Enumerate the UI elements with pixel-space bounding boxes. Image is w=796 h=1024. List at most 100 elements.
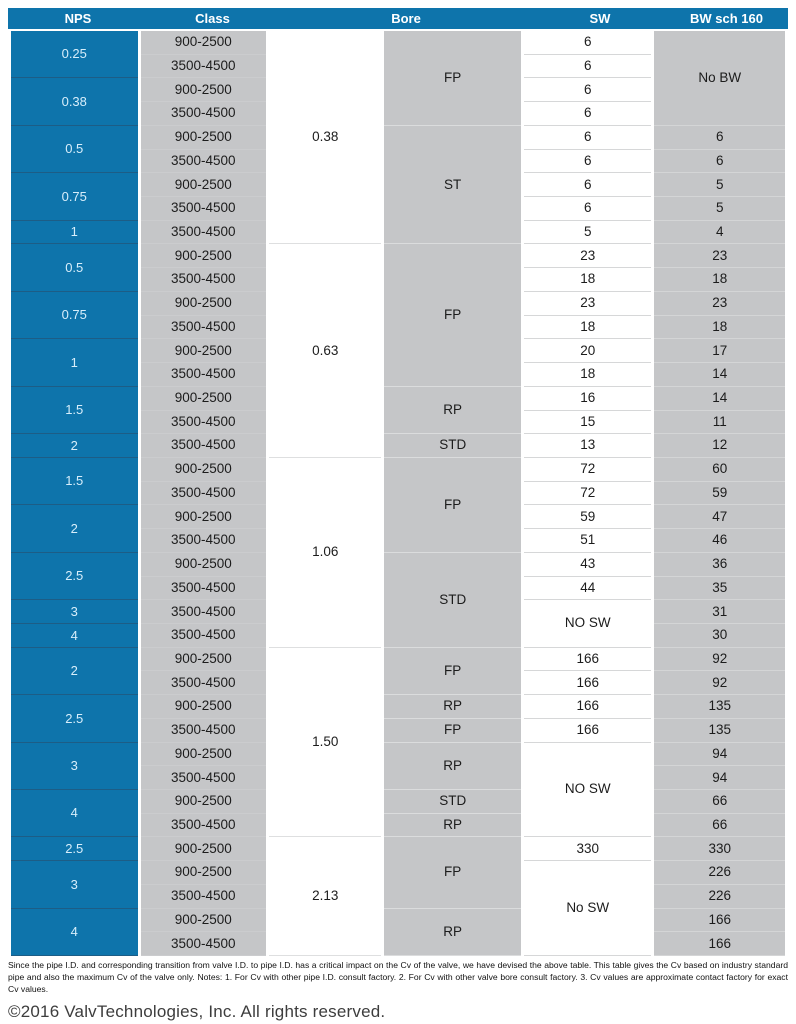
table-row: 3500-4500 18 18 bbox=[11, 315, 785, 340]
cell-bore-type: RP bbox=[384, 908, 521, 957]
cell-class: 3500-4500 bbox=[140, 529, 266, 553]
table-row: 3500-4500 226 bbox=[11, 884, 785, 909]
cell-class: 3500-4500 bbox=[140, 197, 266, 221]
cell-bw-sch-160: 66 bbox=[654, 790, 785, 814]
cell-class: 3500-4500 bbox=[140, 718, 266, 743]
table-header-row: NPS Class Bore SW BW sch 160 bbox=[8, 8, 788, 29]
table-row: 3 3500-4500 NO SW 31 bbox=[11, 600, 785, 648]
cell-sw: 18 bbox=[523, 363, 652, 387]
cell-sw: 166 bbox=[523, 671, 652, 696]
cell-bw-sch-160: 6 bbox=[654, 125, 785, 150]
table-row: 3500-4500 166 92 bbox=[11, 671, 785, 696]
cell-nps: 3 bbox=[11, 861, 138, 909]
cell-nps: 0.75 bbox=[11, 173, 138, 221]
cell-class: 900-2500 bbox=[140, 78, 266, 103]
cell-bore-type: FP bbox=[384, 31, 521, 126]
cell-class: 3500-4500 bbox=[140, 363, 266, 387]
cell-bw-sch-160: 59 bbox=[654, 481, 785, 506]
cell-sw: 5 bbox=[523, 220, 652, 245]
cell-bore-type: RP bbox=[384, 742, 521, 790]
table-row: 3500-4500 15 11 bbox=[11, 410, 785, 435]
cell-nps: 2 bbox=[11, 647, 138, 696]
table-row: 1.5 900-2500 1.06 FP 72 60 bbox=[11, 457, 785, 648]
cell-bw-sch-160: 30 bbox=[654, 623, 785, 648]
cell-bw-sch-160: 60 bbox=[654, 457, 785, 482]
cell-bore-type: FP bbox=[384, 718, 521, 743]
table-row: 4 3500-4500 30 bbox=[11, 623, 785, 648]
cell-bore-type: STD bbox=[384, 552, 521, 648]
cell-nps: 0.5 bbox=[11, 125, 138, 174]
table-row: 4 900-2500 STD 66 bbox=[11, 790, 785, 838]
cell-class: 3500-4500 bbox=[140, 102, 266, 126]
table-row: 3500-4500 44 35 bbox=[11, 576, 785, 601]
cell-nps: 0.5 bbox=[11, 244, 138, 292]
column-header-class: Class bbox=[195, 11, 230, 26]
cell-bw-sch-160: 17 bbox=[654, 339, 785, 364]
cell-class: 900-2500 bbox=[140, 505, 266, 530]
cell-sw: 18 bbox=[523, 268, 652, 292]
cell-sw: 72 bbox=[523, 457, 652, 482]
cell-bw-sch-160: 11 bbox=[654, 410, 785, 435]
cell-nps: 4 bbox=[11, 908, 138, 957]
cell-bore-type: FP bbox=[384, 647, 521, 696]
cell-sw: 51 bbox=[523, 529, 652, 553]
cell-class: 900-2500 bbox=[140, 908, 266, 933]
cell-sw: 330 bbox=[523, 837, 652, 862]
cell-bw-sch-160: 166 bbox=[654, 908, 785, 933]
cell-sw: 6 bbox=[523, 149, 652, 174]
cell-nps: 3 bbox=[11, 742, 138, 790]
cell-nps: 2 bbox=[11, 505, 138, 553]
cell-bore-type: FP bbox=[384, 837, 521, 909]
cell-bw-sch-160: 6 bbox=[654, 149, 785, 174]
cell-bw-sch-160: 226 bbox=[654, 884, 785, 909]
cell-class: 3500-4500 bbox=[140, 813, 266, 838]
cell-class: 900-2500 bbox=[140, 244, 266, 269]
cell-sw: 6 bbox=[523, 78, 652, 103]
cell-bw-sch-160: 166 bbox=[654, 932, 785, 957]
table-row: 0.75 900-2500 23 23 bbox=[11, 291, 785, 340]
cell-nps: 4 bbox=[11, 623, 138, 648]
cell-nps: 2.5 bbox=[11, 695, 138, 743]
cell-bore-type: RP bbox=[384, 813, 521, 838]
table-row: 2.5 900-2500 RP 166 135 bbox=[11, 695, 785, 743]
cell-class: 3500-4500 bbox=[140, 576, 266, 601]
cell-class: 900-2500 bbox=[140, 457, 266, 482]
cell-bw-sch-160: No BW bbox=[654, 31, 785, 126]
cell-class: 3500-4500 bbox=[140, 671, 266, 696]
cell-bore-type: ST bbox=[384, 125, 521, 245]
cell-bore-type: FP bbox=[384, 457, 521, 553]
table-row: 3500-4500 72 59 bbox=[11, 481, 785, 506]
cell-nps: 0.75 bbox=[11, 291, 138, 340]
cell-bw-sch-160: 92 bbox=[654, 647, 785, 672]
cell-class: 3500-4500 bbox=[140, 434, 266, 458]
cell-bore-type: RP bbox=[384, 386, 521, 435]
table-row: 2.5 900-2500 2.13 FP 330 330 bbox=[11, 837, 785, 957]
cell-nps: 0.25 bbox=[11, 31, 138, 79]
table-row: 0.5 900-2500 0.63 FP 23 23 bbox=[11, 244, 785, 458]
cell-nps: 2.5 bbox=[11, 837, 138, 862]
cell-class: 3500-4500 bbox=[140, 884, 266, 909]
cell-bw-sch-160: 31 bbox=[654, 600, 785, 624]
cell-class: 3500-4500 bbox=[140, 481, 266, 506]
cell-sw: 166 bbox=[523, 695, 652, 719]
cell-sw: NO SW bbox=[523, 742, 652, 838]
cell-class: 3500-4500 bbox=[140, 220, 266, 245]
cell-sw: 43 bbox=[523, 552, 652, 577]
cell-class: 3500-4500 bbox=[140, 410, 266, 435]
column-header-bore: Bore bbox=[391, 11, 421, 26]
cell-sw: 6 bbox=[523, 197, 652, 221]
cell-bw-sch-160: 4 bbox=[654, 220, 785, 245]
cell-bw-sch-160: 18 bbox=[654, 268, 785, 292]
cell-nps: 0.38 bbox=[11, 78, 138, 126]
table-row: 1 3500-4500 5 4 bbox=[11, 220, 785, 245]
cell-bw-sch-160: 5 bbox=[654, 197, 785, 221]
cell-class: 900-2500 bbox=[140, 742, 266, 767]
cell-bw-sch-160: 23 bbox=[654, 244, 785, 269]
cell-bw-sch-160: 94 bbox=[654, 766, 785, 790]
cell-nps: 1.5 bbox=[11, 386, 138, 435]
table-row: 3500-4500 51 46 bbox=[11, 529, 785, 553]
table-row: 0.5 900-2500 ST 6 6 bbox=[11, 125, 785, 245]
cell-sw: 6 bbox=[523, 102, 652, 126]
cell-sw: 15 bbox=[523, 410, 652, 435]
cell-bore: 0.63 bbox=[268, 244, 382, 458]
